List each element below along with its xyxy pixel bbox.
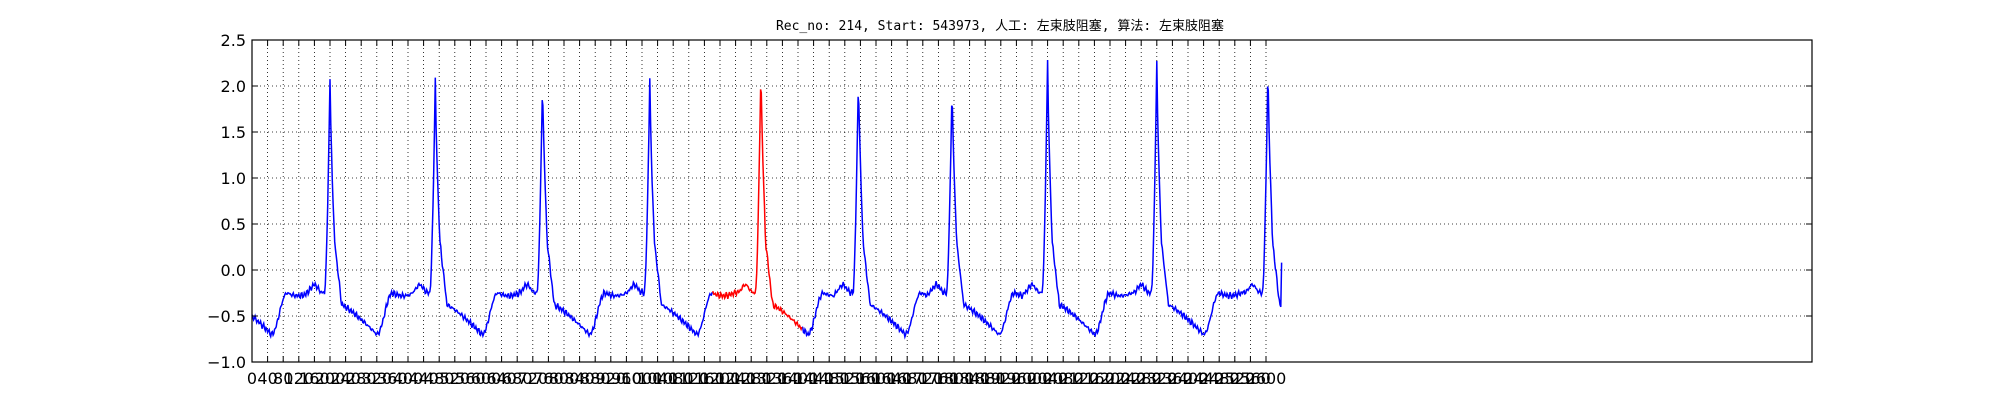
x-tick-label: 800 <box>549 369 580 388</box>
x-tick-label: 1760 <box>918 369 959 388</box>
x-tick-label: 520 <box>440 369 471 388</box>
x-axis-ticks: 0 408012016020024028032036040044048052056… <box>247 40 1286 388</box>
x-tick-label: 2520 <box>1214 369 1255 388</box>
x-tick-label: 2560 <box>1230 369 1271 388</box>
x-tick-label: 1240 <box>715 369 756 388</box>
x-tick-label: 1120 <box>668 369 709 388</box>
x-tick-label: 200 <box>315 369 346 388</box>
x-tick-label: 40 <box>257 369 277 388</box>
x-tick-label: 240 <box>330 369 361 388</box>
x-tick-label: 0 <box>247 369 257 388</box>
x-tick-label: 1920 <box>980 369 1021 388</box>
x-tick-label: 2080 <box>1043 369 1084 388</box>
ecg-series-highlight-red <box>711 89 803 332</box>
x-tick-label: 400 <box>393 369 424 388</box>
x-tick-label: 120 <box>284 369 315 388</box>
x-tick-label: 880 <box>580 369 611 388</box>
x-tick-label: 1160 <box>684 369 725 388</box>
x-tick-label: 1680 <box>887 369 928 388</box>
x-tick-label: 2440 <box>1183 369 1224 388</box>
x-tick-label: 2360 <box>1152 369 1193 388</box>
x-tick-label: 560 <box>455 369 486 388</box>
x-tick-label: 1000 <box>622 369 663 388</box>
x-tick-label: 2280 <box>1121 369 1162 388</box>
x-tick-label: 2000 <box>1012 369 1053 388</box>
x-tick-label: 640 <box>486 369 517 388</box>
x-tick-label: 480 <box>424 369 455 388</box>
x-tick-label: 2200 <box>1090 369 1131 388</box>
x-tick-label: 960 <box>611 369 642 388</box>
grid-lines <box>252 40 1812 362</box>
x-tick-label: 280 <box>346 369 377 388</box>
x-tick-label: 600 <box>471 369 502 388</box>
x-tick-label: 2120 <box>1058 369 1099 388</box>
x-tick-label: 1800 <box>934 369 975 388</box>
y-tick-label: 1.5 <box>221 123 246 142</box>
x-tick-label: 920 <box>596 369 627 388</box>
y-tick-label: −0.5 <box>207 307 246 326</box>
x-tick-label: 440 <box>408 369 439 388</box>
x-tick-label: 2240 <box>1105 369 1146 388</box>
x-tick-label: 1840 <box>949 369 990 388</box>
y-tick-label: 1.0 <box>221 169 246 188</box>
x-tick-label: 2160 <box>1074 369 1115 388</box>
x-tick-label: 1600 <box>856 369 897 388</box>
x-tick-label: 1640 <box>871 369 912 388</box>
x-tick-label: 160 <box>299 369 330 388</box>
x-tick-label: 1880 <box>965 369 1006 388</box>
y-tick-label: 0.0 <box>221 261 246 280</box>
x-tick-label: 760 <box>533 369 564 388</box>
y-tick-label: 2.5 <box>221 31 246 50</box>
x-tick-label: 1400 <box>778 369 819 388</box>
x-tick-label: 1080 <box>653 369 694 388</box>
x-tick-label: 1480 <box>809 369 850 388</box>
x-tick-label: 1560 <box>840 369 881 388</box>
chart-title: Rec_no: 214, Start: 543973, 人工: 左束肢阻塞, 算… <box>776 18 1224 34</box>
x-tick-label: 840 <box>564 369 595 388</box>
x-tick-label: 1200 <box>700 369 741 388</box>
x-tick-label: 1720 <box>902 369 943 388</box>
x-tick-label: 2040 <box>1027 369 1068 388</box>
x-tick-label: 2600 <box>1246 369 1287 388</box>
ecg-series-blue <box>251 59 1283 340</box>
x-tick-label: 320 <box>362 369 393 388</box>
x-tick-label: 1960 <box>996 369 1037 388</box>
x-tick-label: 80 <box>273 369 293 388</box>
x-tick-label: 1280 <box>731 369 772 388</box>
x-tick-label: 680 <box>502 369 533 388</box>
x-tick-label: 2400 <box>1168 369 1209 388</box>
x-tick-label: 360 <box>377 369 408 388</box>
x-tick-label: 1360 <box>762 369 803 388</box>
y-tick-label: 2.0 <box>221 77 246 96</box>
x-tick-label: 1520 <box>824 369 865 388</box>
x-tick-label: 720 <box>518 369 549 388</box>
x-tick-label: 1320 <box>746 369 787 388</box>
y-axis-ticks: −1.0 −0.5 0.0 0.5 1.0 1.5 2.0 2.5 <box>207 31 1812 372</box>
x-tick-label: 1040 <box>637 369 678 388</box>
signal-lines <box>251 59 1283 340</box>
x-tick-label: 1440 <box>793 369 834 388</box>
y-tick-label: 0.5 <box>221 215 246 234</box>
y-tick-label: −1.0 <box>207 353 246 372</box>
x-tick-label: 2480 <box>1199 369 1240 388</box>
x-tick-label: 2320 <box>1136 369 1177 388</box>
